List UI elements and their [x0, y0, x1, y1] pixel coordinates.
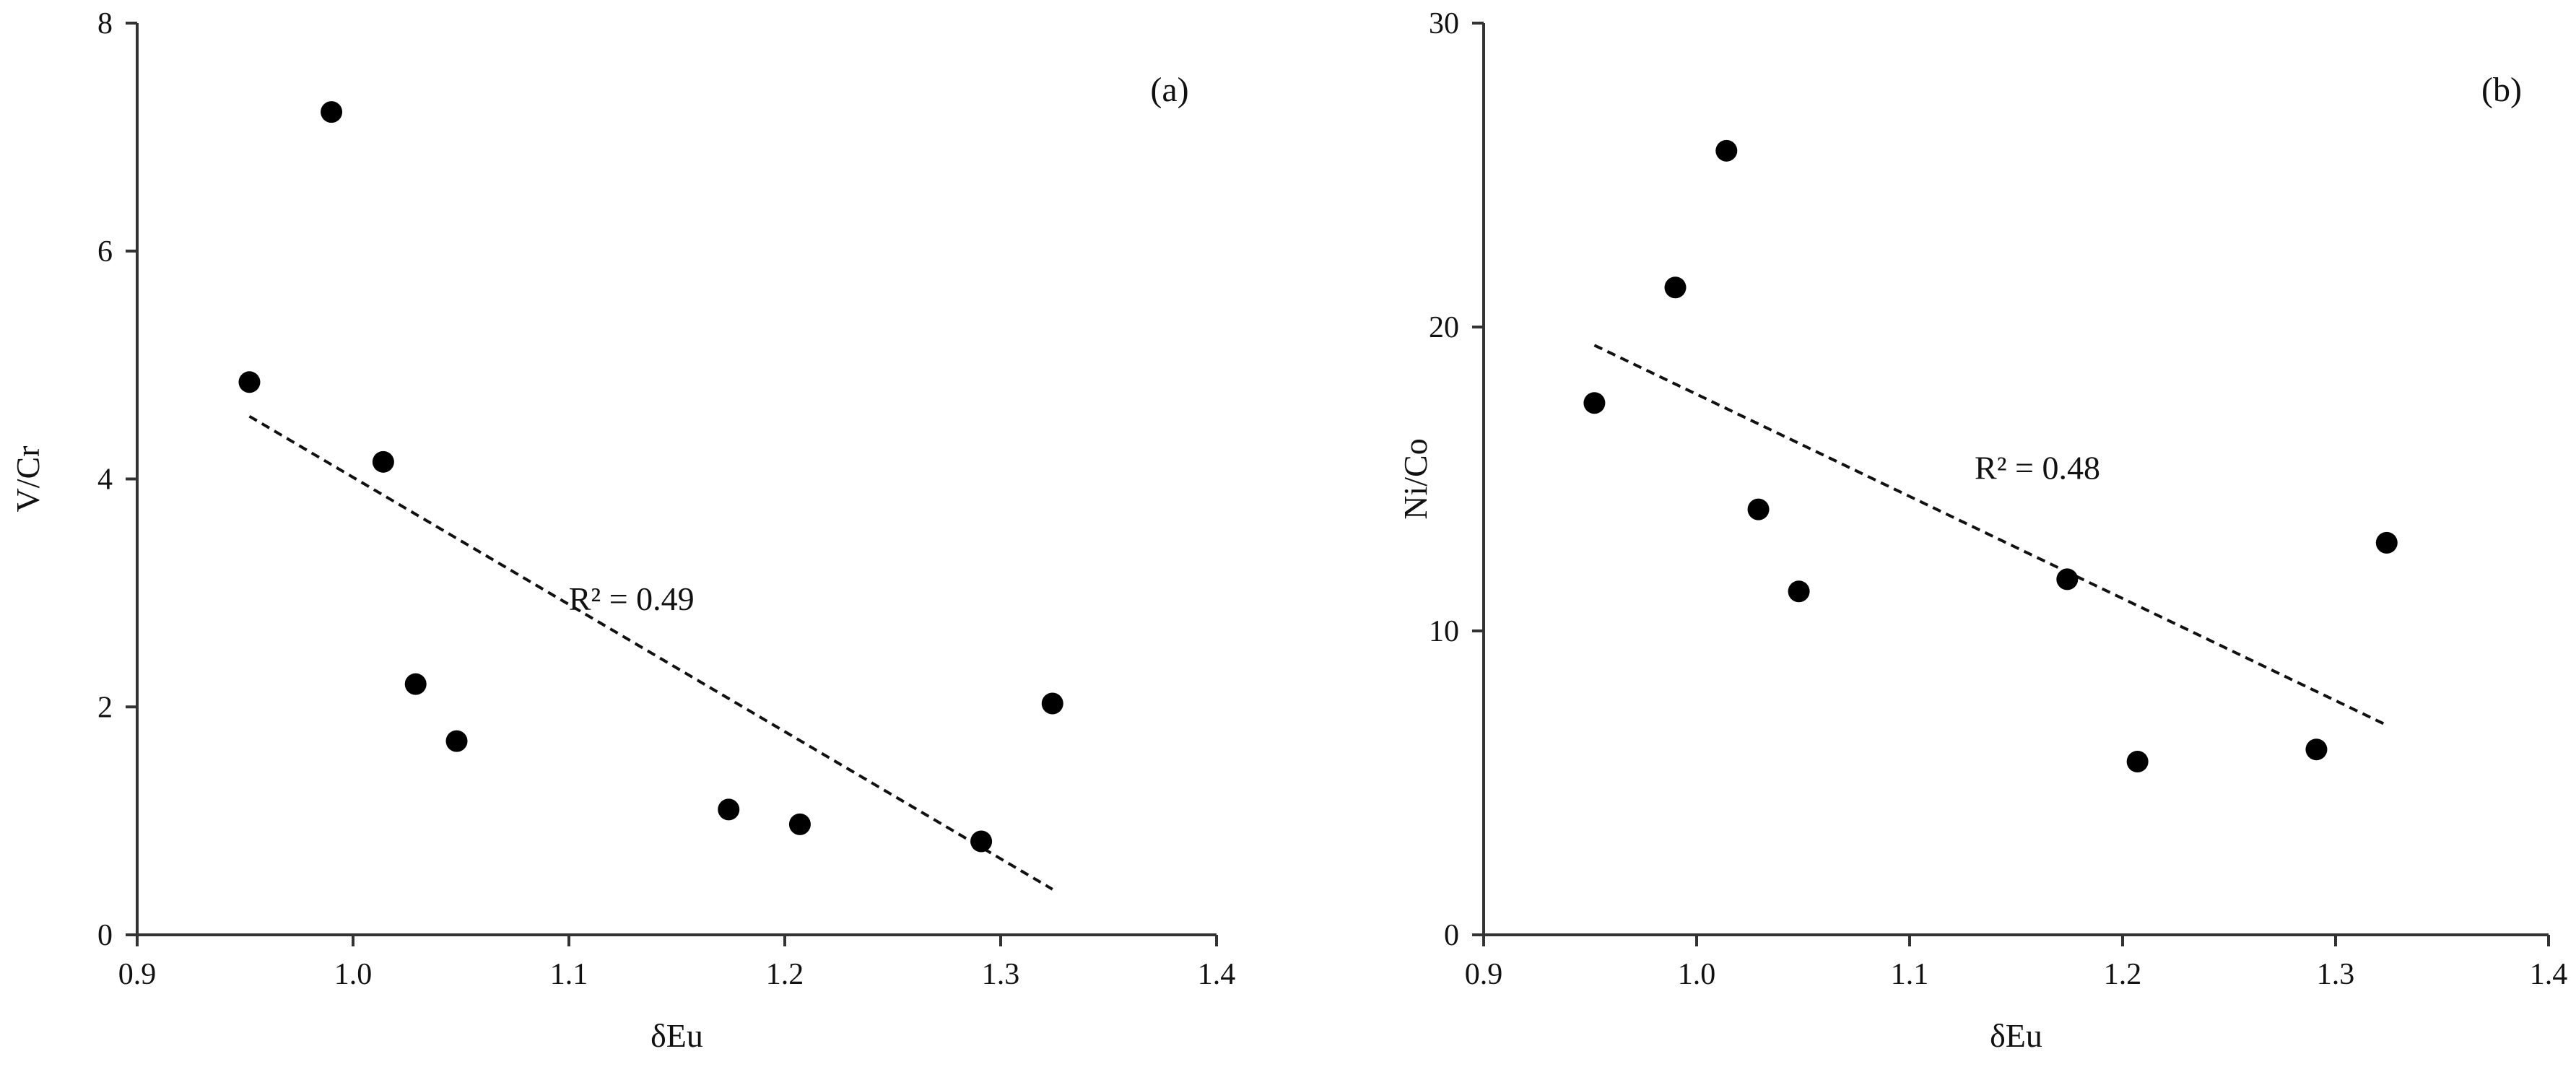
panel-b: 0 10 20 30 0.9 1.0 1.1 1.2 1.3 1.4 δEu Ni/Co (b) R² =… — [1397, 7, 2567, 1054]
r-squared-label: R² = 0.49 — [569, 580, 695, 617]
data-point — [404, 673, 427, 695]
y-tick-label: 4 — [97, 463, 113, 497]
y-tick-label: 2 — [97, 691, 113, 724]
data-point — [718, 798, 740, 821]
x-axis-title: δEu — [650, 1017, 703, 1054]
y-axis-title: Ni/Co — [1397, 438, 1434, 519]
panel-label: (a) — [1150, 71, 1188, 109]
data-point — [321, 101, 343, 123]
x-tick-label: 0.9 — [118, 958, 157, 991]
data-point — [2305, 738, 2328, 761]
x-tick-label: 1.3 — [2317, 958, 2355, 991]
data-point — [2375, 531, 2398, 554]
x-tick-label: 1.2 — [2104, 958, 2142, 991]
y-tick-label: 30 — [1429, 7, 1459, 40]
panel-label: (b) — [2481, 71, 2522, 109]
x-tick-label: 1.1 — [550, 958, 588, 991]
trendline — [248, 414, 1053, 891]
y-tick-label: 8 — [97, 7, 113, 40]
x-tick-label: 0.9 — [1465, 958, 1503, 991]
y-tick-label: 20 — [1429, 311, 1459, 344]
data-point — [1664, 276, 1687, 299]
data-point — [1715, 139, 1738, 162]
data-point — [1041, 692, 1063, 715]
x-tick-label: 1.4 — [2530, 958, 2568, 991]
data-point — [2056, 568, 2079, 591]
data-point — [445, 730, 468, 752]
data-point — [372, 450, 394, 473]
r-squared-label: R² = 0.48 — [1975, 450, 2100, 487]
panel-a: 0 2 4 6 8 0.9 1.0 1.1 1.2 1.3 1.4 δEu V/Cr (a) R² = 0.… — [9, 7, 1235, 1054]
y-tick-label: 6 — [97, 235, 113, 269]
x-tick-label: 1.0 — [1678, 958, 1716, 991]
data-point — [2126, 751, 2149, 773]
x-tick-label: 1.3 — [982, 958, 1020, 991]
data-point — [238, 371, 261, 393]
data-point — [1747, 498, 1770, 520]
x-tick-label: 1.2 — [766, 958, 804, 991]
x-tick-label: 1.4 — [1198, 958, 1236, 991]
data-point — [1788, 580, 1810, 603]
data-point — [970, 830, 993, 853]
trendline — [1593, 344, 2388, 727]
data-point — [1583, 392, 1606, 414]
y-axis-title: V/Cr — [9, 446, 46, 513]
data-point — [788, 813, 811, 835]
x-tick-label: 1.1 — [1891, 958, 1929, 991]
y-tick-label: 10 — [1429, 615, 1459, 648]
y-tick-label: 0 — [97, 919, 113, 952]
y-tick-label: 0 — [1444, 919, 1459, 952]
x-axis-title: δEu — [1990, 1017, 2042, 1054]
x-tick-label: 1.0 — [334, 958, 373, 991]
